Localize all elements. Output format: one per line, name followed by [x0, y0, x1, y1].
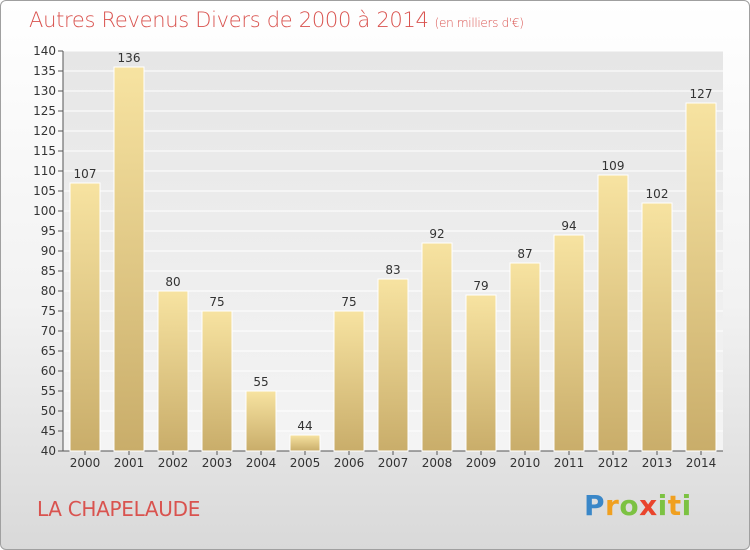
y-tick-label: 60 — [41, 364, 56, 378]
x-tick-label: 2005 — [290, 456, 321, 470]
y-tick-label: 75 — [41, 304, 56, 318]
y-tick-label: 65 — [41, 344, 56, 358]
y-tick-label: 125 — [33, 104, 56, 118]
bar — [333, 310, 365, 452]
bar — [421, 242, 453, 452]
data-label: 83 — [385, 263, 400, 277]
bar — [465, 294, 497, 452]
x-tick-label: 2011 — [554, 456, 585, 470]
data-label: 92 — [429, 227, 444, 241]
y-tick-label: 130 — [33, 84, 56, 98]
y-tick-label: 70 — [41, 324, 56, 338]
commune-name: LA CHAPELAUDE — [37, 497, 201, 521]
x-tick-label: 2006 — [334, 456, 365, 470]
data-label: 75 — [209, 295, 224, 309]
data-label: 127 — [690, 87, 713, 101]
x-tick-label: 2013 — [642, 456, 673, 470]
data-label: 79 — [473, 279, 488, 293]
chart-title: Autres Revenus Divers de 2000 à 2014 (en … — [29, 8, 524, 32]
y-tick-label: 135 — [33, 64, 56, 78]
x-tick-label: 2010 — [510, 456, 541, 470]
data-label: 107 — [74, 167, 97, 181]
x-tick-label: 2007 — [378, 456, 409, 470]
bar — [157, 290, 189, 452]
y-tick-label: 95 — [41, 224, 56, 238]
data-label: 109 — [602, 159, 625, 173]
bar — [553, 234, 585, 452]
x-tick-label: 2008 — [422, 456, 453, 470]
x-tick-label: 2014 — [686, 456, 717, 470]
y-tick-label: 100 — [33, 204, 56, 218]
bar — [201, 310, 233, 452]
data-label: 94 — [561, 219, 576, 233]
bar — [509, 262, 541, 452]
bar — [641, 202, 673, 452]
y-tick-label: 40 — [41, 444, 56, 458]
bar — [377, 278, 409, 452]
bar — [245, 390, 277, 452]
x-tick-label: 2000 — [70, 456, 101, 470]
proxiti-logo: Proxiti — [584, 489, 692, 522]
y-tick-label: 120 — [33, 124, 56, 138]
chart-unit: (en milliers d'€) — [434, 16, 524, 30]
x-tick-label: 2003 — [202, 456, 233, 470]
y-tick-label: 140 — [33, 44, 56, 58]
x-tick-label: 2004 — [246, 456, 277, 470]
data-label: 75 — [341, 295, 356, 309]
chart-title-text: Autres Revenus Divers de 2000 à 2014 — [29, 8, 429, 32]
data-label: 44 — [297, 419, 312, 433]
x-tick-label: 2001 — [114, 456, 145, 470]
y-tick-label: 85 — [41, 264, 56, 278]
data-label: 136 — [118, 51, 141, 65]
data-label: 80 — [165, 275, 180, 289]
y-tick-label: 80 — [41, 284, 56, 298]
bar — [69, 182, 101, 452]
bar — [289, 434, 321, 452]
y-tick-label: 115 — [33, 144, 56, 158]
y-tick-label: 105 — [33, 184, 56, 198]
bar — [597, 174, 629, 452]
data-label: 102 — [646, 187, 669, 201]
data-label: 55 — [253, 375, 268, 389]
y-tick-label: 50 — [41, 404, 56, 418]
y-tick-label: 55 — [41, 384, 56, 398]
y-tick-label: 110 — [33, 164, 56, 178]
bar — [113, 66, 145, 452]
y-tick-label: 90 — [41, 244, 56, 258]
x-tick-label: 2002 — [158, 456, 189, 470]
y-tick-label: 45 — [41, 424, 56, 438]
data-label: 87 — [517, 247, 532, 261]
x-tick-label: 2012 — [598, 456, 629, 470]
x-tick-label: 2009 — [466, 456, 497, 470]
bar — [685, 102, 717, 452]
